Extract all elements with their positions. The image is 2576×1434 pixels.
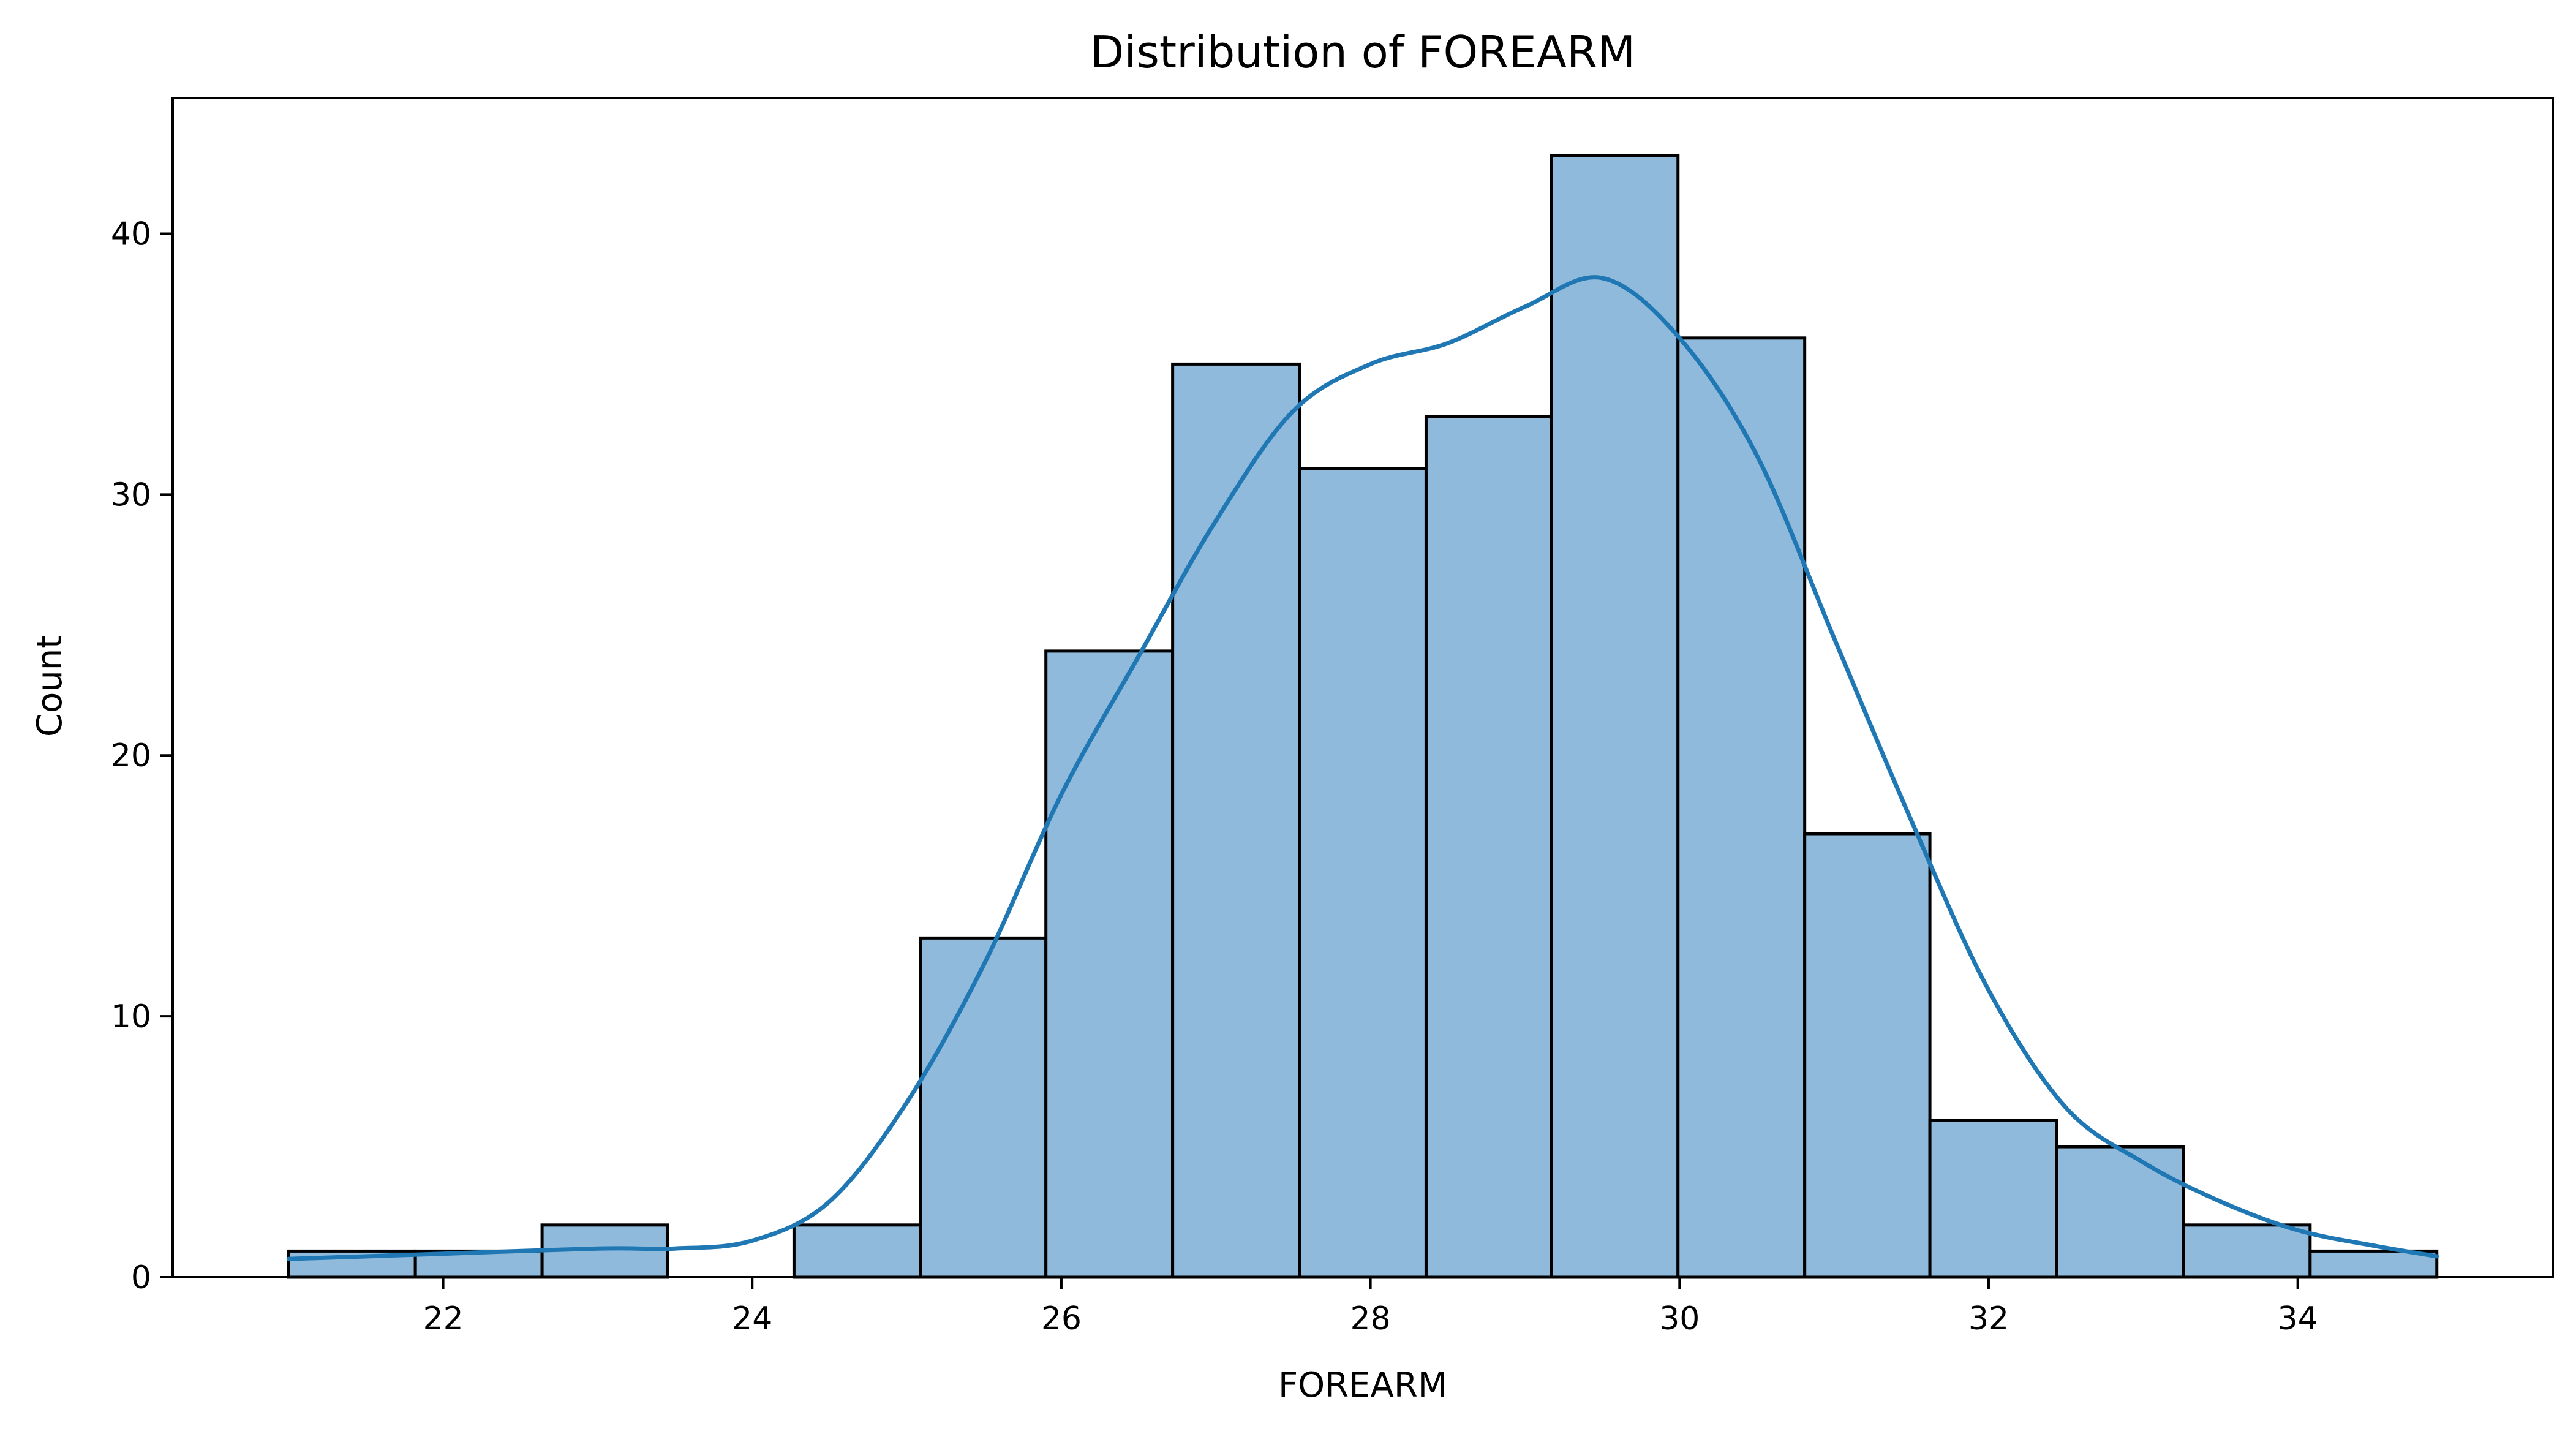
y-tick-label: 20: [111, 738, 151, 774]
x-axis-ticks: 22 24 26 28 30 32 34: [423, 1277, 2318, 1337]
histogram-bar: [1803, 832, 1932, 1279]
histogram-bar: [1676, 336, 1807, 1279]
histogram-bar: [1424, 415, 1553, 1279]
chart-title: Distribution of FOREARM: [1090, 26, 1635, 78]
x-tick-label: 26: [1041, 1300, 1082, 1337]
histogram-bar: [1044, 649, 1175, 1279]
x-tick-label: 32: [1968, 1300, 2009, 1337]
histogram-bar: [2055, 1145, 2185, 1279]
x-axis-label: FOREARM: [1278, 1365, 1447, 1405]
histogram-bar: [2308, 1249, 2439, 1279]
plot-frame: [171, 97, 2554, 1278]
x-tick-label: 30: [1659, 1300, 1700, 1337]
histogram-bar: [1550, 154, 1680, 1279]
x-tick-label: 34: [2278, 1300, 2318, 1337]
histogram-bar: [919, 936, 1048, 1279]
x-tick-label: 22: [423, 1300, 464, 1337]
histogram-bar: [1171, 362, 1301, 1279]
histogram-bar: [1298, 467, 1428, 1279]
histogram-bar: [1928, 1119, 2058, 1279]
y-axis-ticks: 0 10 20 30 40: [111, 216, 173, 1296]
y-axis-label: Count: [30, 635, 70, 737]
histogram-bar: [2182, 1223, 2312, 1279]
x-tick-label: 28: [1350, 1300, 1391, 1337]
x-tick-label: 24: [732, 1300, 772, 1337]
histogram-bar: [792, 1223, 922, 1279]
y-tick-label: 10: [111, 998, 151, 1035]
kde-curve: [286, 275, 2439, 1261]
y-tick-label: 40: [111, 216, 151, 252]
bars-layer: [287, 154, 2439, 1279]
y-tick-label: 0: [131, 1259, 151, 1296]
y-tick-label: 30: [111, 477, 151, 513]
